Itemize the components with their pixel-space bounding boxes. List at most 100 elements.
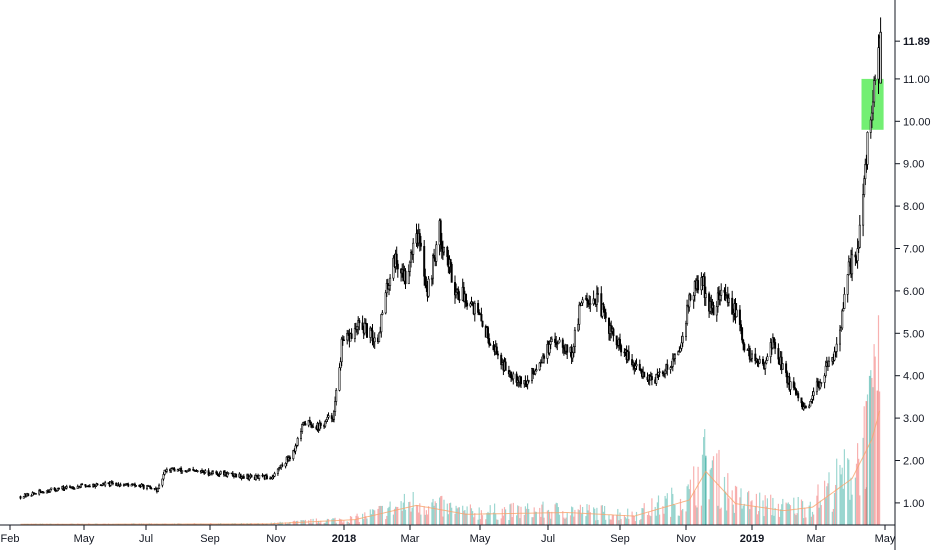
volume-bar xyxy=(613,515,614,525)
volume-bar xyxy=(726,511,727,525)
candle-body xyxy=(105,483,106,485)
volume-bar xyxy=(857,443,858,525)
candle-body xyxy=(619,339,620,345)
candle-body xyxy=(301,424,302,431)
candle-body xyxy=(596,294,597,305)
volume-bar xyxy=(834,493,835,525)
volume-bar xyxy=(647,515,648,525)
candle-body xyxy=(440,221,441,242)
candle-body xyxy=(408,271,409,283)
volume-bar xyxy=(805,517,806,525)
volume-bar xyxy=(832,512,833,525)
time-tick-label: Mar xyxy=(807,533,826,545)
volume-bar xyxy=(635,521,636,525)
candle-body xyxy=(590,304,591,305)
candle-body xyxy=(389,278,390,285)
volume-bar xyxy=(742,509,743,525)
candle-body xyxy=(474,303,475,314)
volume-bar xyxy=(519,518,520,525)
volume-bar xyxy=(787,504,788,525)
volume-bar xyxy=(648,512,649,525)
time-tick-label: Mar xyxy=(401,533,420,545)
volume-bar xyxy=(750,501,751,525)
volume-bar xyxy=(786,503,787,525)
volume-bar xyxy=(696,507,697,525)
volume-bar xyxy=(387,508,388,525)
volume-bar xyxy=(734,513,735,525)
candle-body xyxy=(857,249,858,261)
volume-bar xyxy=(597,520,598,525)
volume-bar xyxy=(351,517,352,525)
volume-bar xyxy=(343,520,344,525)
candle-body xyxy=(43,492,44,493)
time-tick-label: Nov xyxy=(266,533,286,545)
volume-bar xyxy=(424,506,425,525)
volume-bar xyxy=(698,467,699,525)
volume-bar xyxy=(639,520,640,525)
volume-bar xyxy=(824,481,825,525)
volume-bar xyxy=(795,515,796,525)
candle-body xyxy=(528,381,529,382)
candle-body xyxy=(97,484,98,485)
volume-bar xyxy=(574,510,575,525)
candle-body xyxy=(798,394,799,398)
volume-bar xyxy=(373,510,374,525)
candle-body xyxy=(636,364,637,366)
time-tick-label: Sep xyxy=(610,533,630,545)
volume-bar xyxy=(735,486,736,525)
volume-bar xyxy=(516,515,517,525)
candle-body xyxy=(459,300,460,301)
volume-bar xyxy=(793,498,794,525)
price-axis[interactable]: 1.002.003.004.005.006.007.008.009.0010.0… xyxy=(895,36,931,510)
volume-bar xyxy=(595,520,596,525)
candle-body xyxy=(759,359,760,363)
candle-body xyxy=(603,304,604,309)
candle-body xyxy=(651,376,652,379)
volume-bar xyxy=(408,502,409,525)
volume-bar xyxy=(350,516,351,525)
volume-bar xyxy=(570,515,571,525)
price-tick-label: 6.00 xyxy=(903,286,924,298)
candle-body xyxy=(812,396,813,400)
volume-bar xyxy=(725,492,726,525)
volume-bar xyxy=(474,513,475,525)
candle-body xyxy=(864,179,865,195)
volume-bar xyxy=(459,507,460,525)
volume-bar xyxy=(801,500,802,525)
candle-body xyxy=(20,497,21,499)
volume-bar xyxy=(589,505,590,525)
volume-bar xyxy=(727,473,728,525)
volume-bar xyxy=(852,495,853,525)
candle-body xyxy=(348,333,349,335)
volume-bar xyxy=(464,510,465,525)
volume-bar xyxy=(844,449,845,525)
candle-body xyxy=(505,362,506,371)
volume-bar xyxy=(634,516,635,525)
volume-bar xyxy=(755,506,756,525)
candle-body xyxy=(672,359,673,367)
volume-bar xyxy=(762,500,763,525)
candle-body xyxy=(451,264,452,282)
candle-body xyxy=(635,366,636,368)
candle-body xyxy=(586,298,587,300)
volume-bar xyxy=(495,513,496,525)
time-tick-label: May xyxy=(470,533,491,545)
candle-body xyxy=(739,310,740,325)
candle-body xyxy=(587,301,588,304)
volume-bar xyxy=(372,509,373,525)
volume-bar xyxy=(580,505,581,525)
volume-bar xyxy=(827,483,828,525)
volume-bar xyxy=(493,512,494,525)
candle-body xyxy=(128,484,129,486)
time-tick-label: Jul xyxy=(541,533,555,545)
volume-bar xyxy=(611,520,612,525)
volume-bar xyxy=(481,510,482,525)
volume-bar xyxy=(566,518,567,525)
volume-bar xyxy=(562,511,563,525)
volume-bar xyxy=(643,508,644,525)
candle-body xyxy=(732,298,733,314)
candle-body xyxy=(297,438,298,445)
